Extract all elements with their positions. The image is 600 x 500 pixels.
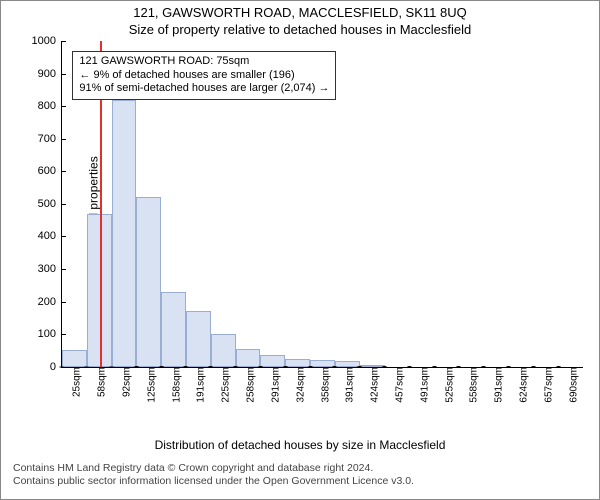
- annotation-line: 121 GAWSWORTH ROAD: 75sqm: [79, 55, 329, 69]
- y-tick: 200: [38, 296, 62, 308]
- annotation-line: ← 9% of detached houses are smaller (196…: [79, 69, 329, 83]
- subtitle: Size of property relative to detached ho…: [1, 22, 599, 37]
- annotation-box: 121 GAWSWORTH ROAD: 75sqm← 9% of detache…: [72, 51, 336, 100]
- histogram-bar: [260, 355, 285, 366]
- x-tick: 258sqm: [240, 367, 257, 403]
- x-tick: 324sqm: [289, 367, 306, 403]
- x-tick: 225sqm: [215, 367, 232, 403]
- address-title: 121, GAWSWORTH ROAD, MACCLESFIELD, SK11 …: [1, 5, 599, 20]
- histogram-bar: [211, 334, 236, 367]
- histogram-bar: [335, 361, 360, 367]
- histogram-bar: [112, 100, 137, 367]
- x-tick: 125sqm: [140, 367, 157, 403]
- y-tick: 600: [38, 165, 62, 177]
- x-tick: 457sqm: [388, 367, 405, 403]
- footer-line-2: Contains public sector information licen…: [13, 475, 587, 489]
- x-tick: 624sqm: [512, 367, 529, 403]
- x-tick: 25sqm: [66, 367, 83, 397]
- histogram-bar: [186, 311, 211, 366]
- histogram-bar: [236, 349, 261, 367]
- x-axis-label: Distribution of detached houses by size …: [1, 438, 599, 452]
- y-tick: 700: [38, 133, 62, 145]
- x-tick: 657sqm: [537, 367, 554, 403]
- annotation-line: 91% of semi-detached houses are larger (…: [79, 82, 329, 96]
- y-tick: 1000: [32, 35, 62, 47]
- histogram-bar: [161, 292, 186, 367]
- footer: Contains HM Land Registry data © Crown c…: [1, 456, 599, 499]
- y-tick: 500: [38, 198, 62, 210]
- y-tick: 400: [38, 230, 62, 242]
- x-tick: 391sqm: [339, 367, 356, 403]
- histogram-bar: [87, 214, 112, 367]
- x-tick: 58sqm: [91, 367, 108, 397]
- x-tick: 690sqm: [562, 367, 579, 403]
- x-tick: 291sqm: [264, 367, 281, 403]
- x-tick: 358sqm: [314, 367, 331, 403]
- y-tick: 800: [38, 100, 62, 112]
- histogram-bar: [136, 197, 161, 366]
- x-tick: 158sqm: [165, 367, 182, 403]
- chart-container: 121, GAWSWORTH ROAD, MACCLESFIELD, SK11 …: [0, 0, 600, 500]
- x-tick: 558sqm: [463, 367, 480, 403]
- footer-line-1: Contains HM Land Registry data © Crown c…: [13, 462, 587, 476]
- x-tick: 191sqm: [190, 367, 207, 403]
- y-tick: 900: [38, 68, 62, 80]
- chart-area: Number of detached properties 0100200300…: [61, 41, 583, 438]
- titles: 121, GAWSWORTH ROAD, MACCLESFIELD, SK11 …: [1, 1, 599, 37]
- histogram-bar: [62, 350, 87, 366]
- y-tick: 300: [38, 263, 62, 275]
- y-tick: 100: [38, 328, 62, 340]
- histogram-bar: [285, 359, 310, 367]
- plot-region: 0100200300400500600700800900100025sqm58s…: [61, 41, 583, 368]
- histogram-bar: [310, 360, 335, 367]
- x-tick: 491sqm: [413, 367, 430, 403]
- x-tick: 525sqm: [438, 367, 455, 403]
- x-tick: 92sqm: [116, 367, 133, 397]
- x-tick: 591sqm: [488, 367, 505, 403]
- x-tick: 424sqm: [364, 367, 381, 403]
